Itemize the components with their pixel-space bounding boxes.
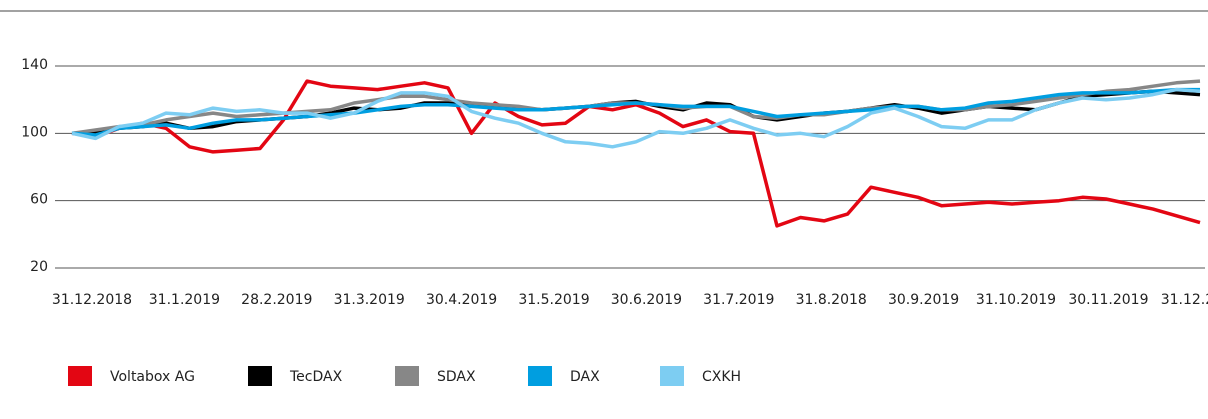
x-tick-label: 31.12.2018 <box>52 292 132 308</box>
x-tick-label: 31.3.2019 <box>334 292 405 308</box>
y-tick-label: 20 <box>30 259 48 275</box>
series-line <box>71 87 1200 137</box>
legend-swatch <box>395 366 419 386</box>
legend-swatch <box>248 366 272 386</box>
x-tick-label: 28.2.2019 <box>241 292 312 308</box>
x-tick-label: 30.6.2019 <box>611 292 682 308</box>
legend-label: TecDAX <box>289 369 343 385</box>
y-tick-label: 100 <box>21 124 48 140</box>
y-tick-label: 60 <box>30 192 48 208</box>
x-tick-label: 30.9.2019 <box>888 292 959 308</box>
legend-label: DAX <box>570 369 600 385</box>
series-line <box>71 87 1201 149</box>
x-tick-label: 31.12.2019 <box>1161 292 1208 308</box>
series-line <box>71 79 1201 136</box>
x-tick-label: 31.8.2018 <box>796 292 867 308</box>
x-tick-label: 31.1.2019 <box>149 292 220 308</box>
x-tick-label: 31.10.2019 <box>976 292 1056 308</box>
legend-swatch <box>528 366 552 386</box>
x-tick-label: 30.4.2019 <box>426 292 497 308</box>
y-tick-label: 140 <box>21 57 48 73</box>
x-tick-label: 31.5.2019 <box>518 292 589 308</box>
legend-label: SDAX <box>437 369 476 385</box>
x-tick-label: 31.7.2019 <box>703 292 774 308</box>
legend-label: CXKH <box>702 369 741 385</box>
legend-swatch <box>68 366 92 386</box>
legend-swatch <box>660 366 684 386</box>
x-tick-label: 30.11.2019 <box>1068 292 1148 308</box>
legend-label: Voltabox AG <box>110 369 195 385</box>
